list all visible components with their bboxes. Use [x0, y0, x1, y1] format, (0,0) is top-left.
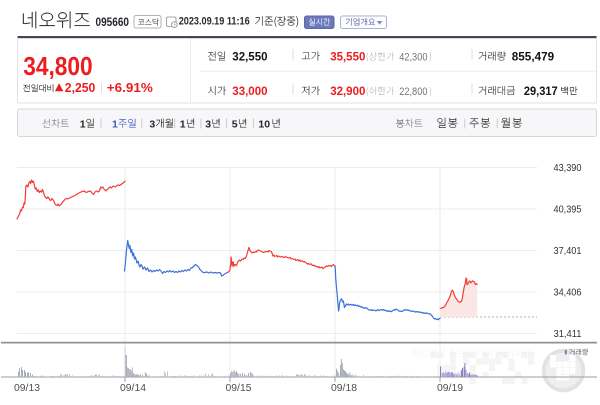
- svg-text:09/13: 09/13: [14, 383, 40, 394]
- svg-text:1: 1: [80, 118, 86, 130]
- svg-text:42,300: 42,300: [399, 51, 427, 63]
- svg-text:22,800: 22,800: [399, 86, 427, 98]
- svg-text:32,900: 32,900: [330, 84, 366, 98]
- svg-text:09/15: 09/15: [226, 383, 252, 394]
- svg-text:2,250: 2,250: [65, 80, 96, 95]
- svg-text:35,550: 35,550: [330, 49, 366, 63]
- svg-text:095660: 095660: [96, 15, 130, 29]
- svg-text:3: 3: [149, 118, 155, 130]
- svg-text:1: 1: [180, 118, 186, 130]
- svg-text:855,479: 855,479: [512, 49, 555, 63]
- svg-text:31,411: 31,411: [554, 328, 582, 340]
- svg-text:34,406: 34,406: [554, 287, 582, 299]
- svg-text:1: 1: [112, 118, 118, 130]
- svg-text:32,550: 32,550: [232, 49, 268, 63]
- svg-text:09/18: 09/18: [331, 383, 357, 394]
- svg-text:2023.09.19 11:16: 2023.09.19 11:16: [179, 16, 250, 28]
- svg-text:37,401: 37,401: [554, 245, 582, 257]
- svg-text:09/19: 09/19: [437, 383, 463, 394]
- svg-text:5: 5: [232, 118, 238, 130]
- svg-text:+6.91%: +6.91%: [107, 80, 153, 95]
- svg-text:09/14: 09/14: [120, 383, 146, 394]
- svg-text:10: 10: [258, 118, 270, 130]
- svg-text:40,395: 40,395: [554, 204, 582, 216]
- svg-text:34,800: 34,800: [23, 53, 93, 81]
- svg-text:33,000: 33,000: [232, 84, 268, 98]
- svg-text:29,317: 29,317: [524, 84, 558, 98]
- svg-text:43,390: 43,390: [554, 162, 582, 174]
- svg-text:3: 3: [205, 118, 211, 130]
